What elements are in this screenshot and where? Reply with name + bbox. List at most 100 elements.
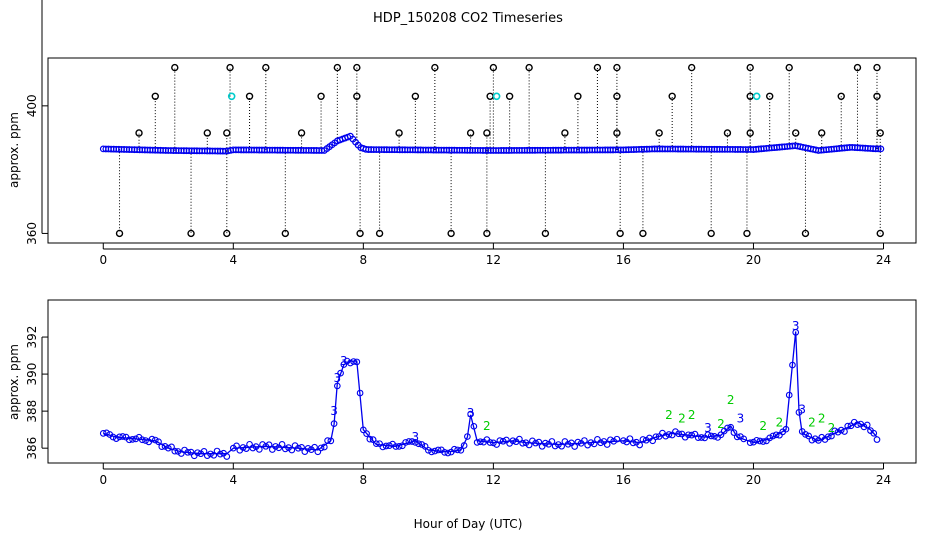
bottom-annotation-label: 2	[759, 419, 767, 433]
top-data-point	[874, 145, 882, 153]
bottom-data-point	[350, 358, 357, 365]
bottom-data-point	[168, 443, 175, 451]
bottom-annotation-label: 2	[688, 408, 696, 422]
bottom-x-tick-label: 20	[746, 473, 761, 487]
bottom-data-point	[187, 448, 195, 456]
mid-flag-marker	[317, 92, 325, 100]
low-flag-marker	[375, 229, 384, 238]
cyan-flag-marker	[752, 92, 761, 101]
bottom-data-point	[493, 441, 500, 448]
bottom-data-point	[278, 441, 286, 448]
top-x-tick-label: 20	[746, 253, 761, 267]
bottom-y-tick-label: 390	[25, 363, 39, 386]
bottom-data-point	[772, 431, 780, 439]
bottom-annotation-label: 3	[737, 412, 745, 426]
high-flag-marker	[593, 63, 602, 72]
bottom-annotation-label: 2	[665, 408, 673, 422]
bottom-data-point	[785, 391, 793, 399]
bottom-data-point	[203, 452, 211, 459]
mid2-flag-marker	[297, 129, 306, 137]
bottom-data-point	[425, 446, 432, 454]
bottom-data-point	[405, 438, 413, 445]
bottom-data-point	[457, 446, 465, 454]
bottom-annotation-label: 2	[483, 419, 491, 433]
mid-flag-marker	[245, 92, 254, 100]
low-flag-marker	[541, 229, 550, 238]
low-flag-marker	[223, 229, 231, 238]
bottom-data-point	[151, 436, 159, 444]
bottom-plot-frame	[47, 299, 917, 464]
bottom-data-point	[613, 435, 621, 443]
bottom-data-point	[184, 448, 192, 456]
bottom-data-point	[194, 449, 201, 457]
bottom-data-point	[330, 420, 338, 427]
bottom-y-tick-label: 392	[25, 326, 39, 349]
bottom-data-point	[860, 423, 868, 431]
bottom-data-point	[408, 438, 416, 445]
bottom-data-point	[301, 448, 309, 455]
bottom-data-point	[756, 437, 764, 445]
bottom-data-point	[402, 439, 409, 446]
bottom-data-point	[688, 431, 696, 439]
bottom-data-point	[727, 423, 735, 431]
low-flag-marker	[115, 229, 124, 238]
bottom-data-point	[837, 426, 845, 434]
low-flag-marker	[743, 229, 751, 238]
bottom-data-point	[548, 438, 556, 445]
bottom-data-point	[574, 438, 582, 446]
bottom-data-point	[538, 442, 546, 450]
bottom-x-tick-label: 0	[99, 473, 107, 487]
bottom-data-point	[353, 358, 361, 366]
mid-flag-marker	[411, 92, 420, 100]
bottom-data-point	[499, 437, 507, 445]
mid2-flag-marker	[613, 129, 621, 137]
mid-flag-marker	[837, 92, 845, 100]
high-flag-marker	[525, 63, 533, 72]
bottom-x-tick-label: 8	[360, 473, 368, 487]
bottom-data-point	[155, 438, 162, 446]
bottom-data-point	[259, 441, 266, 448]
top-y-axis-label: approx. ppm	[7, 112, 21, 188]
bottom-data-point	[496, 437, 504, 444]
bottom-data-point	[551, 442, 559, 450]
bottom-y-tick-label: 386	[25, 437, 39, 460]
bottom-data-point	[99, 430, 107, 437]
bottom-data-point	[369, 436, 377, 444]
bottom-data-point	[249, 444, 257, 452]
bottom-data-point	[564, 440, 572, 448]
bottom-annotation-label: 3	[704, 421, 712, 435]
bottom-data-point	[434, 446, 442, 454]
bottom-data-point	[603, 441, 611, 448]
bottom-data-point	[675, 430, 683, 438]
bottom-data-point	[415, 440, 422, 448]
bottom-data-point	[272, 443, 279, 450]
bottom-data-point	[392, 443, 400, 450]
bottom-annotation-label: 2	[776, 415, 784, 429]
bottom-data-point	[863, 421, 871, 429]
bottom-data-point	[792, 328, 800, 336]
mid2-flag-marker	[655, 129, 663, 137]
bottom-y-axis-label: approx. ppm	[7, 344, 21, 420]
low-flag-marker	[639, 229, 647, 238]
bottom-data-point	[464, 433, 471, 440]
bottom-data-point	[750, 438, 757, 446]
mid2-flag-marker	[466, 129, 475, 137]
bottom-annotation-label: 3	[798, 402, 806, 416]
bottom-annotation-label: 3	[467, 406, 475, 420]
bottom-data-point	[477, 438, 484, 446]
mid-flag-marker	[873, 92, 881, 100]
mid-flag-marker	[668, 92, 676, 100]
bottom-data-point	[854, 421, 861, 428]
mid2-flag-marker	[876, 129, 884, 137]
bottom-data-point	[158, 443, 166, 451]
bottom-data-point	[213, 447, 221, 455]
bottom-data-point	[753, 436, 761, 444]
mid2-flag-marker	[395, 129, 403, 137]
top-plot-frame	[47, 57, 917, 244]
bottom-x-tick-label: 12	[486, 473, 501, 487]
bottom-data-point	[119, 433, 127, 440]
bottom-annotation-label: 2	[717, 417, 725, 431]
bottom-data-point	[828, 432, 835, 440]
bottom-data-point	[382, 442, 390, 450]
bottom-data-point	[333, 382, 341, 390]
